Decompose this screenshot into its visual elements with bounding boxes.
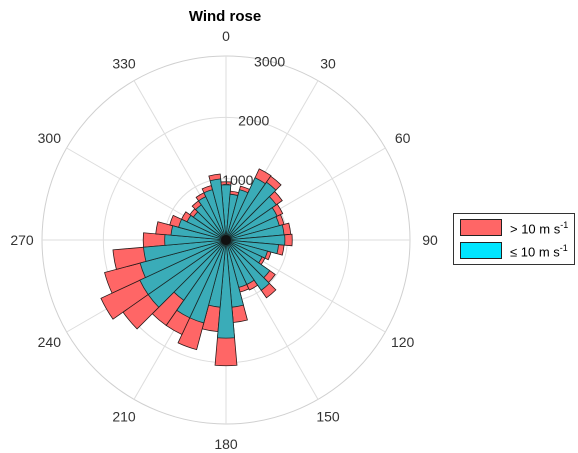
radial-tick-label: 1000 bbox=[222, 172, 253, 188]
polar-plot: 1000 2000 3000 0 30 60 90 120 150 180 210 240 270 30… bbox=[10, 28, 438, 452]
bar-low-210 bbox=[176, 239, 227, 319]
angle-tick-label: 210 bbox=[112, 409, 136, 425]
bar-low-90 bbox=[225, 234, 286, 246]
bar-low-240 bbox=[139, 239, 227, 296]
legend-swatch-low bbox=[460, 242, 502, 259]
bar-low-300 bbox=[186, 214, 227, 241]
legend-label-high: > 10 m s-1 bbox=[510, 220, 569, 237]
angle-tick-label: 60 bbox=[395, 130, 411, 146]
angle-tick-label: 270 bbox=[10, 232, 34, 248]
bar-low-40 bbox=[225, 181, 277, 241]
bar-low-260 bbox=[143, 239, 227, 262]
angle-tick-label: 0 bbox=[222, 28, 230, 44]
angle-tick-label: 90 bbox=[422, 232, 438, 248]
angle-tick-label: 300 bbox=[38, 130, 62, 146]
angle-tick-label: 30 bbox=[320, 55, 336, 71]
angle-tick-label: 240 bbox=[38, 334, 62, 350]
chart-title: Wind rose bbox=[188, 8, 262, 25]
radial-tick-label: 2000 bbox=[238, 113, 269, 129]
bar-low-350 bbox=[209, 178, 227, 241]
angle-tick-label: 120 bbox=[391, 334, 415, 350]
bar-low-250 bbox=[139, 239, 227, 279]
angle-tick-labels: 0 30 60 90 120 150 180 210 240 270 300 330 bbox=[10, 28, 438, 452]
bar-group bbox=[100, 168, 293, 367]
angle-tick-label: 150 bbox=[316, 409, 340, 425]
radial-tick-label: 3000 bbox=[254, 53, 285, 69]
bar-low-60 bbox=[225, 207, 278, 241]
legend-swatch-high bbox=[460, 219, 502, 236]
radial-tick-labels: 1000 2000 3000 bbox=[222, 53, 285, 187]
angle-tick-label: 180 bbox=[214, 436, 238, 452]
bar-low-50 bbox=[225, 196, 277, 241]
legend: > 10 m s-1 ≤ 10 m s-1 bbox=[453, 213, 575, 265]
bar-low-270 bbox=[164, 234, 227, 246]
bar-low-140 bbox=[225, 239, 270, 291]
center-hub bbox=[221, 235, 231, 245]
angle-tick-label: 330 bbox=[112, 55, 136, 71]
legend-label-low: ≤ 10 m s-1 bbox=[510, 243, 568, 260]
bar-low-180 bbox=[217, 239, 235, 339]
